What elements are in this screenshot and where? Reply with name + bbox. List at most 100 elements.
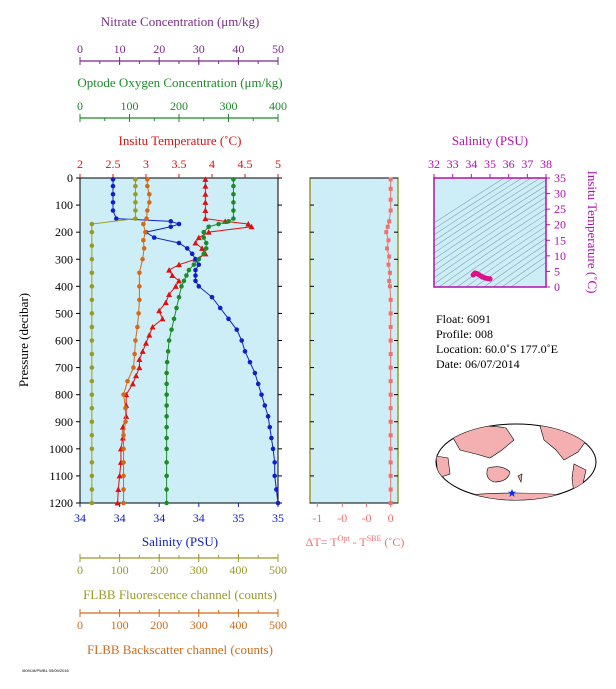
delta_t-point [387, 284, 392, 289]
delta-t-main: ΔT= T [306, 535, 339, 549]
fluorescence-point [89, 351, 95, 357]
delta_t-point [388, 460, 393, 465]
backscatter-point [137, 284, 142, 289]
temperature-point [146, 332, 153, 338]
date: Date: 06/07/2014 [436, 357, 520, 371]
temperature-point [115, 486, 122, 492]
delta_t-point [388, 406, 393, 411]
salinity-point [259, 392, 264, 397]
backscatter-point [140, 256, 145, 262]
pressure-tick-label: 500 [55, 306, 73, 320]
temperature-point [245, 221, 252, 227]
fluorescence-point [133, 200, 138, 205]
oxygen-point [164, 381, 169, 387]
ts-salinity-tick-label: 35 [484, 157, 496, 171]
backscatter-point [145, 183, 150, 189]
ts-salinity-tick-label: 36 [503, 157, 515, 171]
salinity-point [272, 460, 278, 465]
fluorescence-tick-label: 200 [150, 563, 168, 577]
salinity-point [239, 338, 244, 343]
ts-temp-tick-label: 15 [554, 233, 566, 247]
fluorescence-tick-label: 100 [111, 563, 129, 577]
delta_t-point [387, 270, 392, 275]
salinity-point [226, 316, 231, 322]
oxygen-axis-title: Optode Oxygen Concentration (μm/kg) [77, 75, 282, 90]
float-id: Float: 6091 [436, 312, 492, 326]
fluorescence-tick-label: 0 [77, 563, 83, 577]
backscatter-point [133, 338, 138, 343]
oxygen-point [184, 273, 189, 278]
main-profile-axes: 0100200300400500600700800900100011001200… [49, 42, 287, 632]
oxygen-point [164, 460, 169, 465]
delta_t-point [388, 186, 393, 191]
oxygen-point [231, 177, 236, 182]
oxygen-point [201, 251, 207, 257]
fluorescence-point [133, 216, 138, 221]
fluorescence-tick-label: 300 [190, 563, 208, 577]
ts-temp-tick-label: 5 [554, 264, 560, 278]
delta-t-axes: -1 -0 -0 0 [309, 177, 399, 525]
fluorescence-point [89, 270, 95, 276]
backscatter-point [145, 177, 150, 182]
oxygen-point [216, 221, 221, 227]
salinity-point [193, 256, 198, 262]
oxygen-point [164, 403, 169, 408]
temperature-point [202, 176, 209, 182]
oxygen-point [164, 500, 169, 506]
nitrate-axis-title: Nitrate Concentration (μm/kg) [101, 14, 260, 29]
temperature-tick-label: 4 [209, 157, 215, 171]
delta-t-sup1: Opt [338, 534, 351, 543]
delta_t-point [388, 177, 393, 182]
fluorescence-point [89, 432, 95, 438]
oxygen-point [231, 200, 236, 205]
backscatter-point [123, 405, 128, 411]
delta_t-point [388, 338, 393, 343]
salinity-point [193, 273, 198, 278]
fluorescence-point [89, 487, 95, 492]
map-africa [436, 455, 451, 479]
delta_t-point [387, 278, 392, 283]
ts-density-contour [434, 178, 505, 224]
salinity-tick-label: 35 [232, 511, 244, 525]
ts-density-contour [434, 178, 523, 236]
temperature-point [166, 291, 173, 297]
temperature-tick-label: 2.5 [106, 157, 121, 171]
salinity-point [274, 487, 279, 492]
delta_t-point [388, 419, 393, 424]
ts-density-contour [434, 179, 546, 254]
delta_t-point [387, 219, 392, 224]
ts-density-contour [434, 196, 546, 272]
temperature-point [195, 234, 202, 241]
salinity-point [184, 246, 190, 251]
ts-temp-tick-label: 25 [554, 202, 566, 216]
backscatter-tick-label: 200 [150, 618, 168, 632]
delta-t-unit: (˚C) [381, 535, 404, 549]
fluorescence-point [89, 297, 95, 303]
oxygen-point [164, 446, 169, 452]
delta_t-point [388, 297, 393, 302]
temperature-point [202, 215, 209, 222]
oxygen-point [181, 278, 187, 284]
nitrate-tick-label: 30 [193, 42, 205, 56]
delta-t-mid: - T [350, 535, 368, 549]
salinity-point [265, 414, 271, 419]
salinity-point [193, 278, 198, 284]
oxygen-point [231, 208, 236, 213]
fluorescence-point [89, 338, 95, 343]
backscatter-point [147, 191, 152, 197]
oxygen-point [171, 316, 177, 322]
ts-density-contour [434, 191, 546, 266]
oxygen-point [201, 229, 207, 235]
temperature-point [149, 323, 156, 330]
fluorescence-point [89, 446, 95, 452]
temperature-point [176, 261, 182, 268]
ts-density-contour [434, 185, 546, 260]
backscatter-tick-label: 500 [269, 618, 287, 632]
ts-density-contour [434, 178, 532, 242]
delta_t-point [388, 392, 393, 397]
backscatter-point [121, 460, 126, 465]
backscatter-tick-label: 400 [229, 618, 247, 632]
backscatter-point [125, 378, 130, 384]
temperature-point [202, 191, 209, 197]
